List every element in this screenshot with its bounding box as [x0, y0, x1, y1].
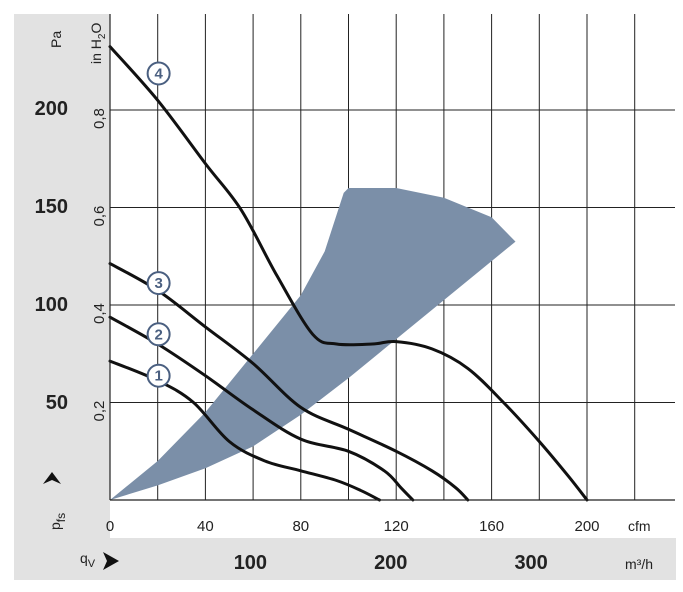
curve-2	[108, 315, 415, 502]
curve-label-circle-2	[146, 322, 171, 347]
inh2o-tick-label: 0,6	[91, 206, 108, 227]
inh2o-unit-label: in H2O	[88, 23, 108, 64]
cfm-tick-label: 40	[197, 518, 214, 535]
m3h-tick-label: 300	[514, 552, 547, 574]
curve-3	[108, 262, 470, 502]
cfm-tick-label: 120	[384, 518, 409, 535]
cfm-tick-label: 200	[574, 518, 599, 535]
curve-label-circle-1	[146, 363, 171, 388]
cfm-tick-label: 160	[479, 518, 504, 535]
pfs-arrow-icon	[43, 472, 61, 484]
curve-label-4: 4	[154, 65, 163, 82]
inh2o-tick-label: 0,4	[91, 303, 108, 324]
pa-tick-label: 200	[35, 98, 68, 120]
pa-tick-label: 50	[46, 392, 68, 414]
m3h-unit-label: m³/h	[625, 556, 653, 572]
curve-label-2: 2	[154, 326, 162, 343]
pa-tick-label: 100	[35, 294, 68, 316]
curve-label-1: 1	[154, 368, 162, 385]
left-axis-panel	[14, 14, 110, 538]
axes: 0 40 80 120 160 200 100 200 300 0,2 0,4 0,6 0,8 50 100…	[35, 14, 675, 574]
inh2o-tick-label: 0,2	[91, 401, 108, 422]
curve-4	[108, 45, 589, 502]
qv-arrow-icon	[103, 552, 119, 570]
m3h-tick-label: 200	[374, 552, 407, 574]
cfm-unit-label: cfm	[628, 518, 651, 534]
curve-label-circle-3	[146, 271, 171, 296]
curve-label-3: 3	[154, 275, 162, 292]
cfm-tick-label: 80	[292, 518, 309, 535]
pa-unit-label: Pa	[48, 31, 64, 48]
m3h-tick-label: 100	[234, 552, 267, 574]
cfm-tick-label: 0	[106, 518, 114, 535]
bottom-axis-panel	[14, 538, 676, 580]
curves: 1 2 3 4	[108, 45, 589, 502]
inh2o-tick-label: 0,8	[91, 108, 108, 129]
qv-axis-label: qV	[80, 550, 96, 570]
curve-label-circle-4	[146, 61, 171, 86]
pa-tick-label: 150	[35, 196, 68, 218]
pfs-axis-label: pfs	[47, 513, 68, 530]
curve-1	[108, 359, 381, 502]
